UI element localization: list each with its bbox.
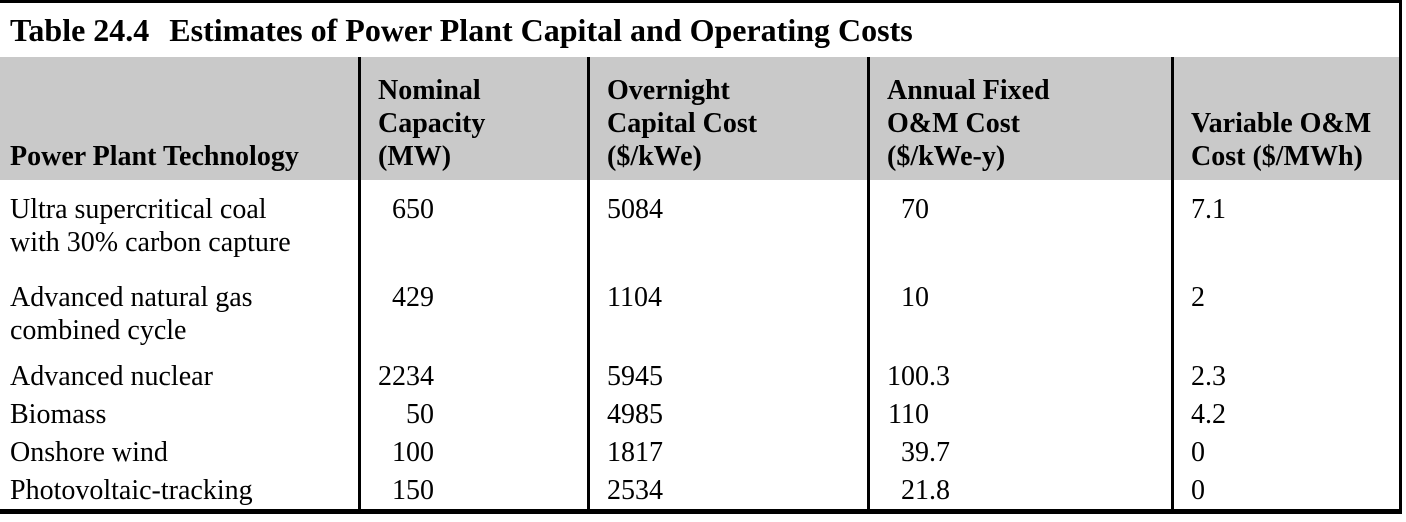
cell-overnight-cost: 1104 — [587, 272, 867, 356]
cell-overnight-cost: 4985 — [587, 394, 867, 432]
capacity-value: 429 — [392, 282, 434, 313]
cell-capacity: 100 — [358, 432, 587, 470]
cell-technology: Advanced natural gas combined cycle — [10, 282, 253, 346]
cell-overnight-cost: 2534 — [587, 470, 867, 509]
cell-variable-om: 0 — [1171, 432, 1399, 470]
capacity-value: 50 — [406, 399, 434, 430]
cell-fixed-om: 70 — [867, 180, 1171, 272]
fixed-om-value: 39.7 — [901, 437, 950, 468]
fixed-om-value: 110 — [888, 399, 929, 430]
table-caption: Estimates of Power Plant Capital and Ope… — [169, 11, 913, 48]
cell-fixed-om: 100.3 — [867, 356, 1171, 394]
cell-variable-om: 7.1 — [1171, 180, 1399, 272]
cell-variable-om: 2.3 — [1171, 356, 1399, 394]
col-header-technology: Power Plant Technology — [0, 57, 358, 180]
cell-overnight-cost: 5084 — [587, 180, 867, 272]
cell-capacity: 429 — [358, 272, 587, 356]
col-header-nominal-capacity: Nominal Capacity (MW) — [358, 57, 587, 180]
cell-technology: Ultra supercritical coal with 30% carbon… — [10, 194, 291, 258]
capacity-value: 650 — [392, 194, 434, 225]
table-number-label: Table 24.4 — [10, 11, 150, 48]
cell-variable-om: 2 — [1171, 272, 1399, 356]
cell-fixed-om: 21.8 — [867, 470, 1171, 509]
cell-fixed-om: 10 — [867, 272, 1171, 356]
cell-capacity: 650 — [358, 180, 587, 272]
cost-table: Power Plant Technology Nominal Capacity … — [0, 57, 1399, 509]
fixed-om-value: 70 — [901, 194, 929, 225]
capacity-value: 150 — [392, 475, 434, 506]
cell-capacity: 50 — [358, 394, 587, 432]
col-header-variable-om: Variable O&M Cost ($/MWh) — [1171, 57, 1399, 180]
col-header-overnight-capital-cost: Overnight Capital Cost ($/kWe) — [587, 57, 867, 180]
fixed-om-value: 100.3 — [887, 361, 950, 392]
cell-technology: Photovoltaic-tracking — [10, 475, 253, 506]
cell-variable-om: 0 — [1171, 470, 1399, 509]
cell-capacity: 2234 — [358, 356, 587, 394]
cell-overnight-cost: 5945 — [587, 356, 867, 394]
cell-fixed-om: 39.7 — [867, 432, 1171, 470]
cell-technology: Biomass — [10, 399, 107, 430]
col-header-annual-fixed-om: Annual Fixed O&M Cost ($/kWe-y) — [867, 57, 1171, 180]
fixed-om-value: 21.8 — [901, 475, 950, 506]
capacity-value: 100 — [392, 437, 434, 468]
capacity-value: 2234 — [378, 361, 434, 392]
table-title: Table 24.4 Estimates of Power Plant Capi… — [0, 3, 1399, 57]
fixed-om-value: 10 — [901, 282, 929, 313]
cell-technology: Onshore wind — [10, 437, 168, 468]
cell-fixed-om: 110 — [867, 394, 1171, 432]
cell-capacity: 150 — [358, 470, 587, 509]
cell-variable-om: 4.2 — [1171, 394, 1399, 432]
cell-technology: Advanced nuclear — [10, 361, 213, 392]
cell-overnight-cost: 1817 — [587, 432, 867, 470]
